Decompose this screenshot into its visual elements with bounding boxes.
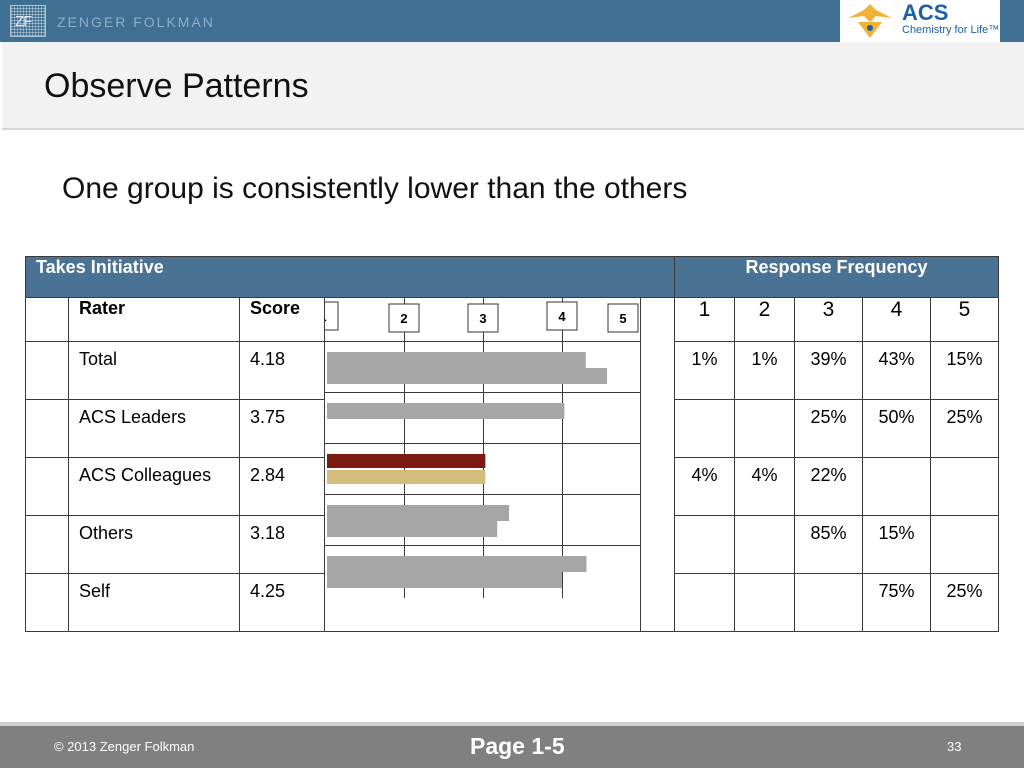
freq-cell: 22% [794, 457, 863, 516]
page-label: Page 1-5 [470, 733, 565, 759]
scale-marker-box [607, 303, 639, 333]
top-banner: ZF ZENGER FOLKMAN ACS Chemistry for Life… [0, 0, 1024, 42]
freq-cell [734, 515, 795, 574]
score-column-header: Score [239, 297, 325, 342]
spacer-cell [25, 573, 69, 632]
rater-score: 2.84 [239, 457, 325, 516]
scale-marker-label: 2 [400, 311, 407, 326]
freq-cell [734, 573, 795, 632]
table-row: Self 4.25 75% 25% [25, 573, 999, 632]
score-bar [327, 403, 565, 419]
freq-cell: 39% [794, 341, 863, 400]
rater-name: Total [68, 341, 240, 400]
acs-wordmark: ACS [902, 0, 949, 25]
table-row: Others 3.18 85% 15% [25, 515, 999, 574]
copyright-text: © 2013 Zenger Folkman [54, 739, 195, 754]
rater-score: 3.18 [239, 515, 325, 574]
score-bar [327, 368, 608, 384]
freq-cell [674, 573, 735, 632]
rater-name: ACS Colleagues [68, 457, 240, 516]
acs-tagline: Chemistry for Life™ [902, 24, 1000, 36]
table-row: Total 4.18 1% 1% 39% 43% 15% [25, 341, 999, 400]
scale-marker-label: 5 [619, 311, 626, 326]
acs-logo: ACS Chemistry for Life™ [840, 0, 1000, 42]
rater-column-header: Rater [68, 297, 240, 342]
freq-cell: 50% [862, 399, 931, 458]
freq-cell: 15% [930, 341, 999, 400]
freq-cell: 25% [794, 399, 863, 458]
spacer-cell [640, 297, 675, 632]
table-header-row: Takes Initiative Response Frequency [25, 256, 999, 298]
freq-cell [734, 399, 795, 458]
freq-cell: 43% [862, 341, 931, 400]
score-bar [327, 556, 587, 572]
freq-cell [930, 515, 999, 574]
spacer-cell [25, 297, 69, 342]
scale-marker-box [325, 301, 339, 331]
rater-score: 4.25 [239, 573, 325, 632]
freq-cell [862, 457, 931, 516]
score-bar [327, 470, 486, 484]
freq-cell [674, 399, 735, 458]
score-bar [327, 454, 486, 468]
zenger-folkman-logo-icon: ZF [10, 5, 46, 37]
freq-column-header: 1 [674, 297, 735, 342]
slide-title: Observe Patterns [44, 67, 309, 105]
scale-marker-label: 4 [558, 309, 566, 324]
scale-marker-label: 1 [325, 309, 327, 324]
rater-score: 3.75 [239, 399, 325, 458]
score-bar [327, 352, 586, 368]
footer-bar [0, 722, 1024, 768]
freq-column-header: 4 [862, 297, 931, 342]
score-chart-cell: 1 2 3 4 5 [324, 297, 641, 632]
rater-name: ACS Leaders [68, 399, 240, 458]
slide-subtitle: One group is consistently lower than the… [62, 172, 688, 205]
score-bar [327, 505, 510, 521]
freq-cell [930, 457, 999, 516]
freq-column-header: 3 [794, 297, 863, 342]
scale-marker-box [546, 301, 578, 331]
freq-cell: 4% [674, 457, 735, 516]
company-name: ZENGER FOLKMAN [57, 14, 215, 30]
freq-cell: 75% [862, 573, 931, 632]
freq-cell: 15% [862, 515, 931, 574]
freq-cell [674, 515, 735, 574]
spacer-cell [25, 515, 69, 574]
title-bar [2, 42, 1024, 130]
competency-header: Takes Initiative [25, 256, 675, 298]
slide-number: 33 [947, 739, 962, 754]
response-frequency-header: Response Frequency [674, 256, 999, 298]
score-bar-chart: 1 2 3 4 5 [325, 298, 641, 598]
freq-cell: 4% [734, 457, 795, 516]
results-table: Takes Initiative Response Frequency Rate… [25, 256, 999, 632]
scale-marker-label: 3 [479, 311, 486, 326]
score-bar [327, 572, 562, 588]
freq-cell: 1% [674, 341, 735, 400]
acs-eagle-emblem-icon [848, 4, 892, 38]
scale-marker-box [467, 303, 499, 333]
table-row: ACS Leaders 3.75 25% 50% 25% [25, 399, 999, 458]
freq-column-header: 5 [930, 297, 999, 342]
freq-cell: 85% [794, 515, 863, 574]
score-bar [327, 521, 498, 537]
freq-cell [794, 573, 863, 632]
freq-cell: 1% [734, 341, 795, 400]
freq-cell: 25% [930, 573, 999, 632]
rater-score: 4.18 [239, 341, 325, 400]
spacer-cell [25, 341, 69, 400]
rater-name: Others [68, 515, 240, 574]
spacer-cell [25, 457, 69, 516]
rater-name: Self [68, 573, 240, 632]
freq-column-header: 2 [734, 297, 795, 342]
spacer-cell [25, 399, 69, 458]
freq-cell: 25% [930, 399, 999, 458]
scale-marker-box [388, 303, 420, 333]
